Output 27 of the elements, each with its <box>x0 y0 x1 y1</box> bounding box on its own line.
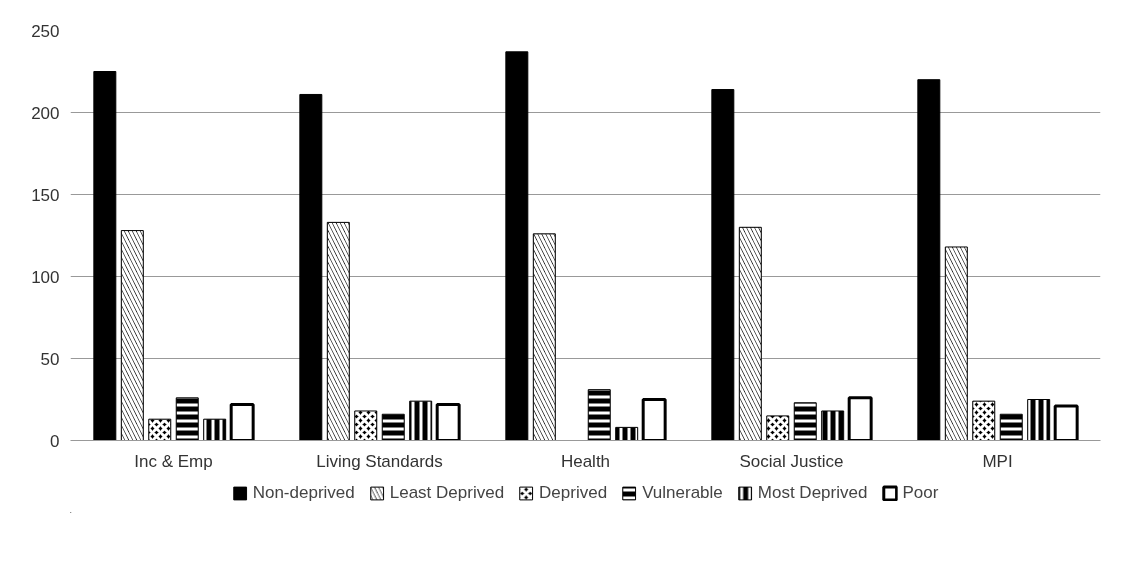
legend-label: Non-deprived <box>252 483 355 503</box>
y-tick-label: 150 <box>31 185 60 205</box>
bar <box>711 89 735 441</box>
bar <box>641 398 667 441</box>
bar <box>917 79 941 441</box>
bar <box>505 51 529 441</box>
bar <box>435 402 461 441</box>
bar <box>1053 404 1079 441</box>
y-tick-label: 100 <box>31 267 60 287</box>
y-tick-label: 0 <box>50 431 60 451</box>
legend-label: Poor <box>902 483 939 503</box>
y-tick-label: 50 <box>40 349 60 369</box>
x-tick-label: MPI <box>982 451 1013 471</box>
legend-label: Deprived <box>539 483 608 503</box>
legend-label: Most Deprived <box>757 483 868 503</box>
bar <box>847 396 873 441</box>
x-tick-label: Living Standards <box>316 451 443 471</box>
bar <box>229 402 255 441</box>
legend-label: Vulnerable <box>642 483 723 503</box>
x-tick-label: Inc & Emp <box>134 451 213 471</box>
y-tick-label: 250 <box>31 21 60 41</box>
y-tick-label: 200 <box>31 103 60 123</box>
x-tick-label: Health <box>560 451 611 471</box>
x-tick-label: Social Justice <box>739 451 844 471</box>
legend-label: Least Deprived <box>389 483 505 503</box>
bar <box>299 93 323 441</box>
bar <box>93 71 117 441</box>
